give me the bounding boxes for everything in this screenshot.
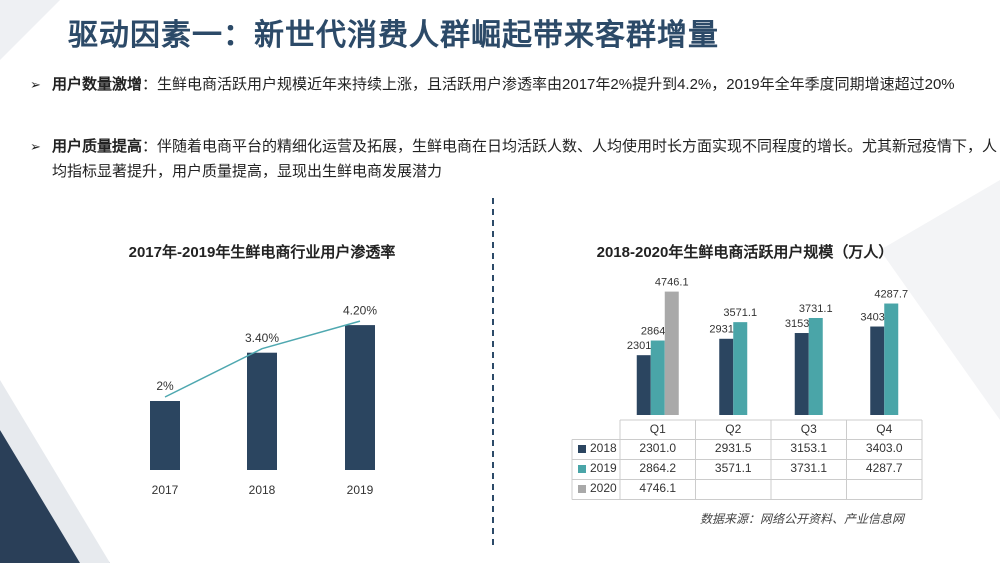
bar — [808, 317, 823, 415]
bar — [650, 340, 665, 415]
data-label: 3571.1 — [723, 307, 757, 319]
data-label: 4746.1 — [655, 277, 689, 289]
bullet: 用户质量提高：伴随着电商平台的精细化运营及拓展，生鲜电商在日均活跃人数、人均使用… — [30, 134, 1000, 184]
decor — [0, 380, 110, 563]
legend-label: 2018 — [590, 441, 617, 455]
bullet-label: 用户质量提高 — [52, 138, 143, 155]
table-cell: 4287.7 — [866, 461, 903, 475]
x-tick-label: Q2 — [725, 422, 741, 436]
data-label: 4.20% — [343, 303, 377, 317]
data-label: 2% — [156, 379, 174, 393]
chart-title: 2017年-2019年生鲜电商行业用户渗透率 — [129, 243, 396, 261]
x-tick-label: Q4 — [876, 422, 892, 436]
bar — [150, 401, 180, 470]
bar — [733, 322, 748, 415]
bullet-label: 用户数量激增 — [52, 76, 143, 93]
trend-line — [164, 320, 361, 398]
bullet: 用户数量激增：生鲜电商活跃用户规模近年来持续上涨，且活跃用户渗透率由2017年2… — [30, 72, 1000, 97]
bullet-text: ：生鲜电商活跃用户规模近年来持续上涨，且活跃用户渗透率由2017年2%提升到4.… — [142, 76, 955, 93]
legend-label: 2020 — [590, 481, 617, 495]
table-cell: 2864.2 — [639, 461, 676, 475]
data-label: 3731.1 — [799, 303, 833, 315]
table-cell: 2931.5 — [715, 441, 752, 455]
bar — [794, 333, 809, 415]
bar — [636, 355, 651, 415]
table-cell: 2301.0 — [639, 441, 676, 455]
table-cell: 4746.1 — [639, 481, 676, 495]
x-tick-label: 2019 — [347, 483, 374, 497]
bar — [719, 338, 734, 415]
x-tick-label: 2017 — [152, 483, 179, 497]
table-cell: 3731.1 — [790, 461, 827, 475]
data-label: 4287.7 — [874, 288, 908, 300]
bar — [884, 303, 899, 415]
legend-swatch — [578, 485, 586, 493]
bar — [870, 326, 885, 415]
chart-title: 2018-2020年生鲜电商活跃用户规模（万人） — [597, 243, 894, 261]
x-tick-label: Q3 — [801, 422, 817, 436]
legend-label: 2019 — [590, 461, 617, 475]
x-tick-label: Q1 — [650, 422, 666, 436]
bar — [345, 325, 375, 470]
decor — [880, 180, 1000, 420]
legend-swatch — [578, 465, 586, 473]
x-tick-label: 2018 — [249, 483, 276, 497]
source: 数据来源：网络公开资料、产业信息网 — [700, 512, 905, 526]
decor — [0, 0, 60, 60]
table-cell: 3403.0 — [866, 441, 903, 455]
table-cell: 3571.1 — [715, 461, 752, 475]
data-label: 3.40% — [245, 331, 279, 345]
table-cell: 3153.1 — [790, 441, 827, 455]
bar — [664, 291, 679, 415]
slide-title: 驱动因素一：新世代消费人群崛起带来客群增量 — [68, 19, 719, 52]
bullet-text: ：伴随着电商平台的精细化运营及拓展，生鲜电商在日均活跃人数、人均使用时长方面实现… — [52, 138, 998, 180]
legend-swatch — [578, 445, 586, 453]
bar — [247, 352, 277, 470]
